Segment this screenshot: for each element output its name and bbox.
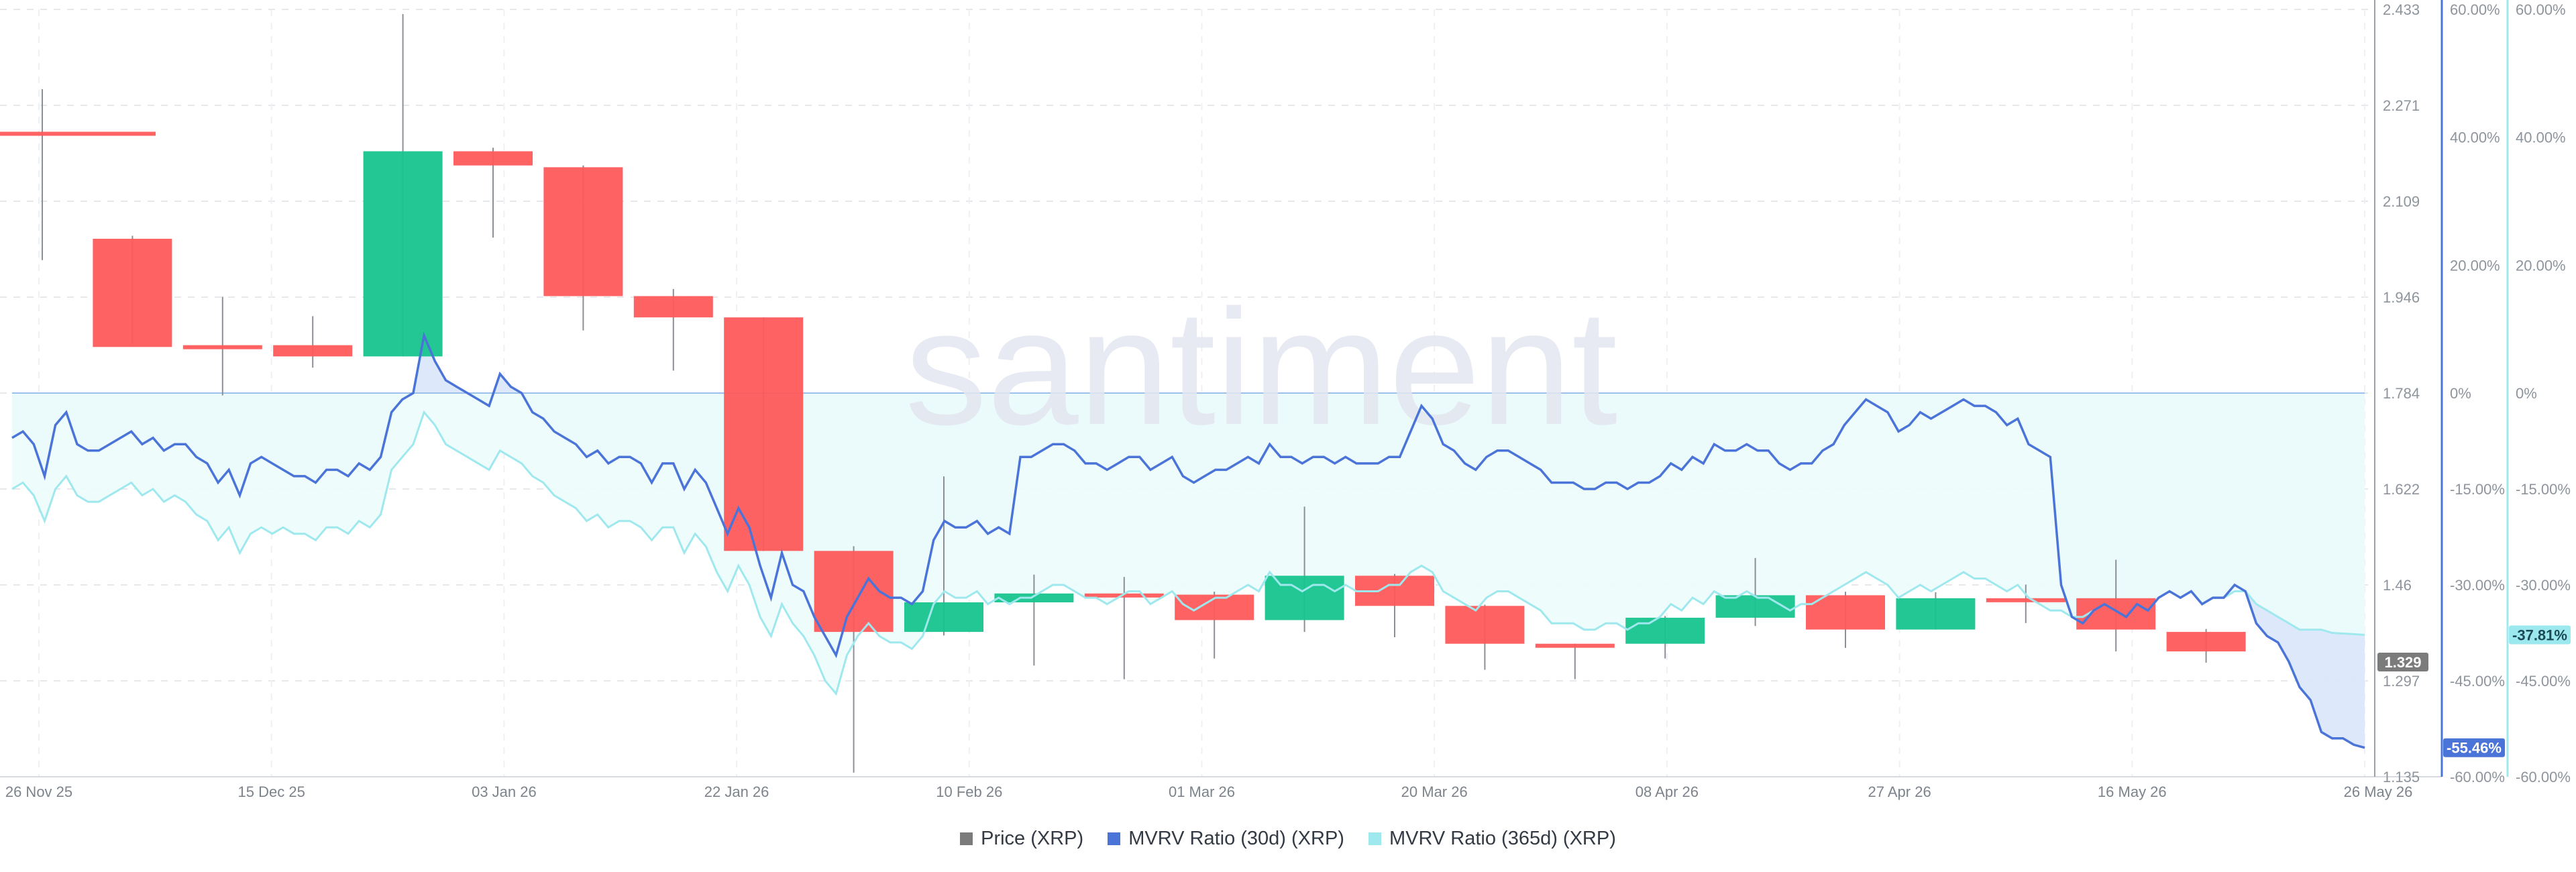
x-tick-label: 03 Jan 26	[472, 783, 537, 800]
mvrv-band	[12, 335, 2365, 748]
price-tick-label: 1.297	[2383, 673, 2420, 690]
price-tick-label: 2.433	[2383, 1, 2420, 18]
mvrv365-tick-label: 20.00%	[2516, 257, 2566, 274]
price-tick-label: 1.46	[2383, 577, 2412, 594]
price-tick-label: 2.109	[2383, 193, 2420, 210]
candle-body	[453, 151, 533, 166]
x-tick-label: 08 Apr 26	[1635, 783, 1699, 800]
candle-body	[1625, 617, 1705, 644]
axis-labels: 2.433 2.271 2.109 1.946 1.784 1.622 1.46 1.297 1…	[5, 1, 2571, 800]
candle-body	[1986, 598, 2065, 602]
mvrv365-tick-label: -60.00%	[2516, 769, 2571, 785]
candle-body	[1535, 643, 1615, 648]
legend-swatch-mvrv30	[1108, 832, 1121, 845]
price-tick-label: 1.784	[2383, 385, 2420, 402]
mvrv-lines	[11, 331, 2365, 749]
mvrv365-fill-area	[12, 393, 2365, 694]
x-tick-label: 26 May 26	[2344, 783, 2413, 800]
candle-body	[904, 602, 983, 633]
candlesticks	[0, 14, 2246, 773]
mvrv365-tick-label: -45.00%	[2516, 673, 2571, 690]
candle-body	[1896, 598, 1976, 630]
price-tick-label: 1.946	[2383, 289, 2420, 306]
x-tick-label: 26 Nov 25	[5, 783, 72, 800]
x-tick-label: 27 Apr 26	[1868, 783, 1931, 800]
watermark: santiment	[905, 275, 1617, 459]
mvrv30-tick-label: -15.00%	[2450, 481, 2505, 498]
candle-body	[2166, 632, 2246, 652]
legend-swatch-price	[960, 832, 973, 845]
legend-item-mvrv365[interactable]: MVRV Ratio (365d) (XRP)	[1368, 828, 1616, 850]
legend-item-mvrv30[interactable]: MVRV Ratio (30d) (XRP)	[1108, 828, 1344, 850]
x-tick-label: 15 Dec 25	[238, 783, 305, 800]
mvrv30-current-label-bg	[2443, 738, 2505, 757]
mvrv30-tick-label: 60.00%	[2450, 1, 2500, 18]
mvrv365-tick-label: 60.00%	[2516, 1, 2566, 18]
legend-label-mvrv30: MVRV Ratio (30d) (XRP)	[1128, 827, 1344, 849]
candle-body	[1084, 593, 1164, 598]
axes	[0, 0, 2509, 777]
candle-body	[994, 593, 1074, 602]
x-tick-label: 01 Mar 26	[1169, 783, 1235, 800]
legend-item-price[interactable]: Price (XRP)	[960, 828, 1083, 850]
mvrv365-current-label: -37.81%	[2512, 626, 2567, 643]
legend-label-mvrv365: MVRV Ratio (365d) (XRP)	[1389, 827, 1616, 849]
price-current-label-bg	[2377, 653, 2428, 672]
x-tick-label: 16 May 26	[2098, 783, 2167, 800]
candle-body	[633, 296, 713, 318]
candle-body	[1806, 595, 1885, 630]
candle-body	[0, 131, 156, 136]
mvrv365-tick-label: 40.00%	[2516, 129, 2566, 146]
mvrv30-tick-label: 40.00%	[2450, 129, 2500, 146]
candle-body	[1445, 606, 1525, 644]
mvrv30-line	[11, 331, 2365, 749]
mvrv365-tick-label: -15.00%	[2516, 481, 2571, 498]
mvrv30-tick-label: -45.00%	[2450, 673, 2505, 690]
mvrv365-tick-label: 0%	[2516, 385, 2537, 402]
mvrv30-tick-label: 0%	[2450, 385, 2471, 402]
mvrv30-tick-label: 20.00%	[2450, 257, 2500, 274]
legend-label-price: Price (XRP)	[981, 827, 1084, 849]
price-tick-label: 1.135	[2383, 769, 2420, 785]
mvrv365-current-label-bg	[2509, 625, 2571, 645]
price-tick-label: 2.271	[2383, 97, 2420, 114]
price-current-label: 1.329	[2384, 654, 2421, 671]
x-tick-label: 20 Mar 26	[1401, 783, 1468, 800]
mvrv30-current-label: -55.46%	[2447, 740, 2502, 757]
x-tick-label: 22 Jan 26	[704, 783, 769, 800]
x-tick-label: 10 Feb 26	[936, 783, 1002, 800]
candle-body	[273, 345, 353, 357]
legend-swatch-mvrv365	[1368, 832, 1381, 845]
mvrv365-line	[11, 410, 2365, 696]
mvrv365-tick-label: -30.00%	[2516, 577, 2571, 594]
legend: Price (XRP) MVRV Ratio (30d) (XRP) MVRV …	[0, 820, 2576, 857]
candle-body	[363, 151, 443, 357]
price-tick-label: 1.622	[2383, 481, 2420, 498]
candle-body	[93, 238, 172, 347]
candle-body	[182, 345, 262, 349]
candle-body	[543, 167, 623, 296]
mvrv30-tick-label: -30.00%	[2450, 577, 2505, 594]
candle-body	[1265, 576, 1344, 620]
mvrv30-tick-label: -60.00%	[2450, 769, 2505, 785]
